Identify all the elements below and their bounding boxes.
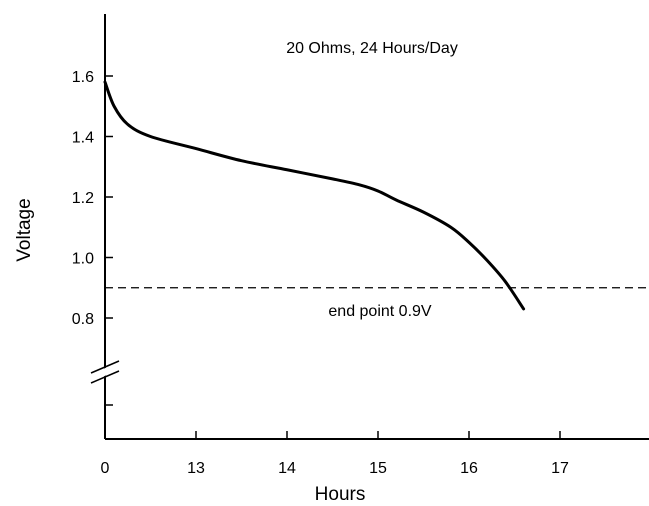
y-axis-break-mark-2 (90, 370, 120, 384)
x-tick-label: 0 (101, 460, 110, 477)
y-tick-label: 1.0 (72, 251, 94, 268)
x-tick-label: 14 (278, 460, 296, 477)
y-tick-label: 1.2 (72, 190, 94, 207)
y-axis-title: Voltage (14, 198, 35, 261)
end-point-label: end point 0.9V (328, 303, 432, 320)
y-tick-label: 1.6 (72, 69, 94, 86)
y-tick-label: 1.4 (72, 130, 94, 147)
y-tick-label: 0.8 (72, 311, 94, 328)
x-tick-label: 15 (369, 460, 387, 477)
x-tick-label: 16 (460, 460, 478, 477)
x-tick-label: 17 (551, 460, 569, 477)
chart-title: 20 Ohms, 24 Hours/Day (286, 40, 458, 57)
voltage-curve (103, 80, 526, 311)
x-tick-label: 13 (187, 460, 205, 477)
x-axis-title: Hours (315, 484, 366, 505)
y-axis-break-mark-1 (90, 360, 120, 374)
y-axis-break-gap (89, 362, 121, 382)
plot-layer: 0.8 1.0 1.2 1.4 1.6 0 13 14 15 16 17 (72, 14, 649, 477)
